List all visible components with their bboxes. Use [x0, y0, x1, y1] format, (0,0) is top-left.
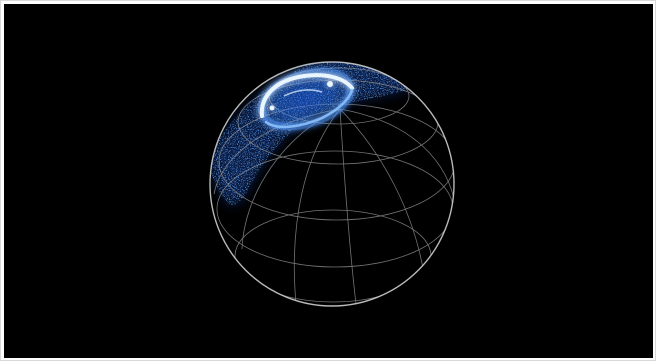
space-background — [4, 4, 653, 358]
jupiter-aurora-globe — [209, 61, 455, 307]
globe-rim — [209, 61, 455, 307]
aurora-oval — [258, 67, 354, 131]
